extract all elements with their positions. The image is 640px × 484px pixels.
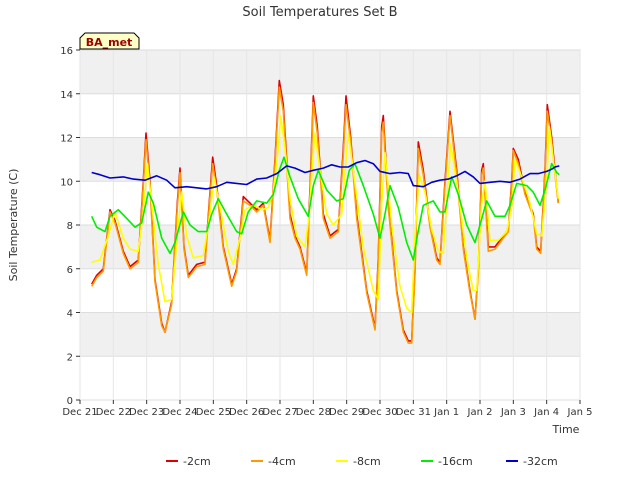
y-tick-label: 6	[67, 265, 73, 276]
chart-title: Soil Temperatures Set B	[242, 5, 397, 20]
y-tick-label: 14	[60, 90, 73, 101]
y-axis-label: Soil Temperature (C)	[7, 169, 20, 282]
x-tick-label: Dec 28	[296, 407, 331, 418]
x-tick-label: Dec 24	[162, 407, 197, 418]
series-lines	[90, 79, 560, 344]
x-tick-label: Dec 26	[229, 407, 264, 418]
background-band	[80, 50, 580, 94]
x-tick-label: Dec 23	[129, 407, 164, 418]
x-tick-label: Dec 27	[262, 407, 297, 418]
y-tick-label: 16	[60, 46, 73, 57]
legend-label: -2cm	[183, 455, 211, 468]
x-tick-label: Jan 5	[567, 407, 593, 418]
x-tick-label: Jan 1	[433, 407, 459, 418]
series-line-minus-32cm	[91, 159, 560, 190]
y-tick-label: 0	[67, 396, 73, 407]
site-badge: BA_met	[79, 32, 140, 50]
x-tick-label: Dec 31	[396, 407, 431, 418]
legend-label: -16cm	[438, 455, 473, 468]
x-tick-label: Dec 21	[62, 407, 97, 418]
y-tick-label: 12	[60, 134, 73, 145]
legend: -2cm -4cm -8cm -16cm -32cm	[166, 455, 558, 468]
series-line-minus-8cm	[91, 114, 560, 314]
series-line-minus-4cm	[91, 86, 560, 344]
x-tick-label: Dec 29	[329, 407, 364, 418]
x-axis-label: Time	[552, 423, 580, 436]
background-band	[80, 137, 580, 182]
x-tick-label: Jan 4	[533, 407, 559, 418]
background-bands	[80, 50, 580, 357]
y-axis: 0 2 4 6 8 10 12 14 16	[60, 46, 80, 407]
y-tick-label: 10	[60, 177, 73, 188]
badge-label: BA_met	[86, 36, 133, 49]
legend-label: -4cm	[268, 455, 296, 468]
x-tick-label: Dec 22	[96, 407, 131, 418]
x-tick-label: Jan 3	[500, 407, 526, 418]
y-tick-label: 8	[67, 221, 73, 232]
legend-label: -32cm	[523, 455, 558, 468]
y-tick-label: 4	[67, 309, 73, 320]
legend-label: -8cm	[353, 455, 381, 468]
y-tick-label: 2	[67, 352, 73, 363]
background-band	[80, 312, 580, 357]
x-tick-label: Dec 30	[362, 407, 397, 418]
badge-shape	[79, 32, 140, 50]
x-tick-label: Dec 25	[196, 407, 231, 418]
x-tick-label: Jan 2	[467, 407, 493, 418]
series-line-minus-16cm	[90, 156, 560, 261]
